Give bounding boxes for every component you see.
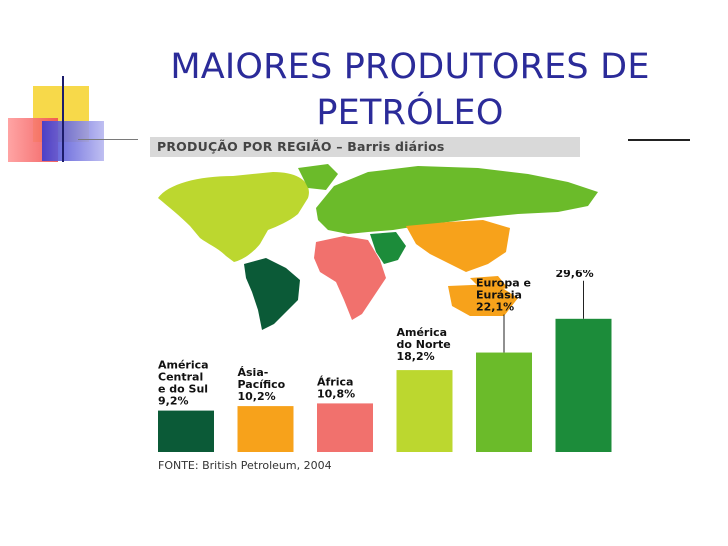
bar-label-5-line-1: Europa e — [476, 277, 531, 290]
leader-lines-group — [503, 280, 584, 353]
figure-header-band — [150, 137, 580, 157]
bar-label-3: África 10,8% — [317, 375, 355, 400]
source-note: FONTE: British Petroleum, 2004 — [158, 459, 332, 472]
title-line-1: MAIORES PRODUTORES DE — [170, 47, 650, 87]
bar-label-1-line-2: Central — [158, 371, 203, 384]
bar-label-2: Ásia-Pacífico 10,2% — [238, 366, 286, 403]
map-north-america — [158, 172, 309, 262]
map-asia-pacific — [406, 220, 518, 316]
bar-label-2-line-3: 10,2% — [238, 390, 276, 403]
slide-title: MAIORES PRODUTORES DE PETRÓLEO — [150, 44, 670, 136]
bar-4 — [396, 370, 453, 452]
bar-3 — [317, 403, 373, 452]
bar-label-1-line-3: e do Sul — [158, 383, 208, 396]
deco-right-line — [628, 139, 690, 141]
bar-label-5: Europa e Eurásia 22,1% — [476, 277, 531, 314]
map-greenland — [298, 164, 338, 190]
map-europe-eurasia — [316, 166, 598, 234]
deco-blue-square — [42, 121, 104, 161]
bar-label-2-line-1: Ásia- — [238, 366, 269, 379]
bar-label-3-line-2: 10,8% — [317, 387, 355, 400]
bar-label-4-line-3: 18,2% — [397, 350, 435, 363]
bar-label-4-line-2: do Norte — [397, 338, 451, 351]
map-africa — [314, 236, 386, 320]
data-labels-group: América Central e do Sul 9,2%Ásia-Pacífico 1… — [158, 270, 607, 408]
bars-group — [158, 318, 612, 452]
map-south-america — [244, 258, 300, 330]
bar-label-6-line-3: 29,6% — [556, 270, 594, 280]
bar-label-1-line-1: América — [158, 359, 209, 372]
figure-header: PRODUÇÃO POR REGIÃO – Barris diários — [157, 139, 445, 154]
bar-label-1: América Central e do Sul 9,2% — [158, 359, 209, 408]
bar-chart: América Central e do Sul 9,2%Ásia-Pacífico 1… — [158, 270, 612, 452]
bar-5 — [476, 352, 532, 452]
bar-6 — [555, 318, 612, 452]
world-map — [158, 164, 598, 330]
bar-1 — [158, 410, 214, 452]
bar-label-4: América do Norte 18,2% — [397, 326, 451, 363]
map-middle-east — [370, 232, 406, 264]
bar-label-3-line-1: África — [317, 375, 353, 388]
bar-label-6: Oriente-Médio29,6% — [556, 270, 607, 280]
title-line-2: PETRÓLEO — [316, 93, 504, 133]
bar-label-5-line-3: 22,1% — [476, 301, 514, 314]
bar-label-1-line-4: 9,2% — [158, 395, 189, 408]
deco-vertical-line — [62, 76, 64, 162]
bar-label-2-line-2: Pacífico — [238, 378, 286, 391]
deco-horizontal-line — [78, 139, 138, 140]
bar-label-5-line-2: Eurásia — [476, 289, 522, 302]
bar-label-4-line-1: América — [397, 326, 448, 339]
bar-2 — [237, 406, 294, 452]
